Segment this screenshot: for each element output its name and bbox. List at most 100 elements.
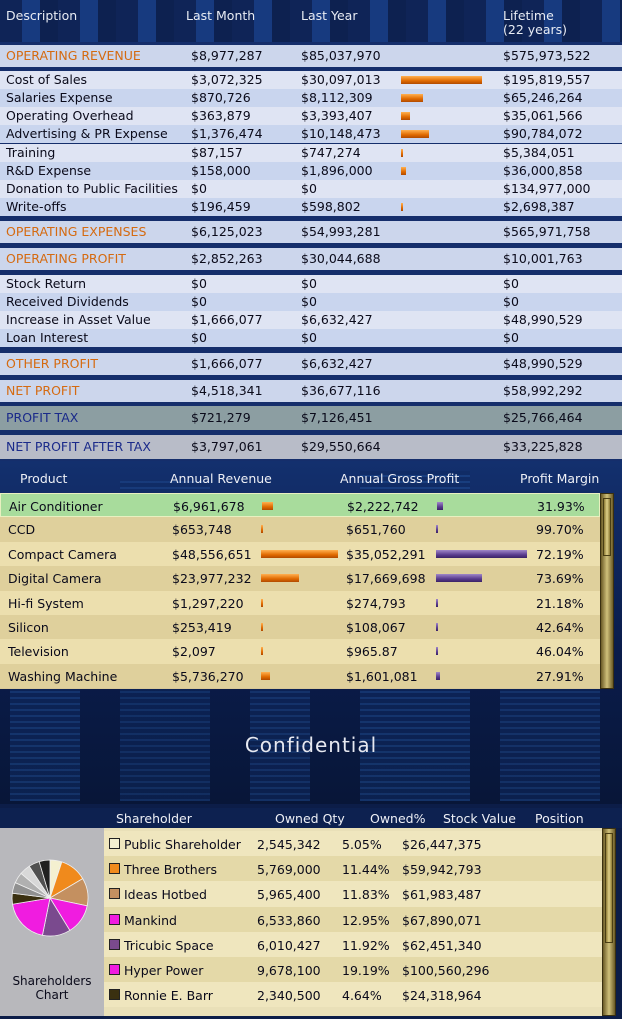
product-row[interactable]: Hi-fi System $1,297,220 $274,793 21.18% — [0, 590, 600, 615]
product-row[interactable]: Air Conditioner $6,961,678 $2,222,742 31.93… — [0, 493, 600, 518]
row-last-year: $6,632,427 — [301, 312, 373, 327]
row-last-year: $30,097,013 — [301, 72, 381, 87]
expense-bar — [401, 203, 403, 211]
financial-row: Operating Overhead $363,879 $3,393,407 $35,… — [0, 107, 622, 125]
shareholder-row[interactable]: Ideas Hotbed 5,965,400 11.83% $61,983,487 — [104, 881, 602, 907]
row-label: Donation to Public Facilities — [6, 181, 178, 196]
product-margin: 27.91% — [536, 668, 584, 684]
product-row[interactable]: Silicon $253,419 $108,067 42.64% — [0, 615, 600, 640]
shareholder-row[interactable]: Hyper Power 9,678,100 19.19% $100,560,296 — [104, 957, 602, 983]
product-gross-profit: $651,760 — [346, 522, 406, 538]
confidential-label: Confidential — [244, 733, 378, 757]
shareholder-stock-value: $59,942,793 — [402, 862, 482, 878]
product-row[interactable]: Washing Machine $5,736,270 $1,601,081 27.91… — [0, 663, 600, 689]
shareholder-row[interactable]: Mankind 6,533,860 12.95% $67,890,071 — [104, 906, 602, 932]
row-last-month: $870,726 — [191, 90, 251, 105]
row-label: OPERATING EXPENSES — [6, 224, 147, 239]
product-scrollbar-thumb[interactable] — [603, 498, 611, 556]
row-last-year: $29,550,664 — [301, 439, 381, 454]
shareholder-color-swatch — [109, 989, 120, 1001]
shareholder-scrollbar-thumb[interactable] — [605, 833, 613, 943]
expense-bar — [401, 167, 406, 175]
row-label: Write-offs — [6, 199, 67, 214]
product-row[interactable]: CCD $653,748 $651,760 99.70% — [0, 517, 600, 542]
product-gross-profit: $274,793 — [346, 595, 406, 611]
row-last-year: $7,126,451 — [301, 410, 373, 425]
row-label: Training — [6, 145, 56, 160]
shareholder-pct: 4.64% — [342, 988, 382, 1004]
product-scrollbar[interactable] — [600, 493, 614, 689]
shareholders-chart-panel[interactable]: Shareholders Chart — [0, 828, 104, 1016]
col-shareholder-header: Shareholder — [116, 811, 192, 826]
row-last-month: $1,376,474 — [191, 126, 263, 141]
product-name: Digital Camera — [8, 571, 102, 587]
shareholder-qty: 5,769,000 — [257, 862, 321, 878]
shareholder-stock-value: $24,318,964 — [402, 988, 482, 1004]
financial-row: PROFIT TAX $721,279 $7,126,451 $25,766,464 — [0, 406, 622, 430]
product-revenue: $23,977,232 — [172, 571, 252, 587]
col-stock-value-header: Stock Value — [443, 811, 516, 826]
financial-row: Training $87,157 $747,274 $5,384,051 — [0, 144, 622, 162]
shareholder-name: Tricubic Space — [124, 937, 214, 953]
shareholders-chart-label: Shareholders Chart — [12, 974, 92, 1002]
row-last-month: $87,157 — [191, 145, 243, 160]
shareholder-color-swatch — [109, 964, 120, 975]
row-lifetime: $65,246,264 — [503, 90, 583, 105]
product-row[interactable]: Digital Camera $23,977,232 $17,669,698 73.6… — [0, 566, 600, 591]
row-label: Received Dividends — [6, 294, 129, 309]
revenue-bar — [261, 598, 263, 607]
product-row[interactable]: Television $2,097 $965.87 46.04% — [0, 639, 600, 664]
product-margin: 73.69% — [536, 571, 584, 587]
row-last-month: $196,459 — [191, 199, 251, 214]
row-last-month: $8,977,287 — [191, 48, 263, 63]
financial-row: NET PROFIT $4,518,341 $36,677,116 $58,992,2… — [0, 380, 622, 402]
product-name: Silicon — [8, 620, 49, 635]
financial-row: Increase in Asset Value $1,666,077 $6,632,… — [0, 311, 622, 329]
gross-profit-bar — [436, 598, 438, 607]
gross-profit-bar — [436, 549, 527, 558]
financial-row: Received Dividends $0 $0 $0 — [0, 293, 622, 311]
col-owned-pct-header: Owned% — [370, 811, 426, 826]
shareholder-color-swatch — [109, 913, 120, 925]
financial-report-panel: Description Last Month Last Year Lifetim… — [0, 0, 622, 461]
shareholder-name: Ideas Hotbed — [124, 887, 207, 903]
product-gross-profit: $35,052,291 — [346, 546, 426, 562]
row-last-month: $0 — [191, 276, 207, 291]
shareholder-row[interactable]: Public Shareholder 2,545,342 5.05% $26,447,… — [104, 831, 602, 857]
row-last-month: $6,125,023 — [191, 224, 263, 239]
financial-row: R&D Expense $158,000 $1,896,000 $36,000,858 — [0, 162, 622, 180]
financial-row: OPERATING PROFIT $2,852,263 $30,044,688 $10… — [0, 248, 622, 270]
shareholder-row[interactable]: Ronnie E. Barr 2,340,500 4.64% $24,318,964 — [104, 982, 602, 1008]
row-last-year: $0 — [301, 330, 317, 345]
row-last-month: $1,666,077 — [191, 356, 263, 371]
product-name: Air Conditioner — [9, 499, 103, 514]
financial-row: OPERATING REVENUE $8,977,287 $85,037,970 $5… — [0, 45, 622, 67]
row-last-year: $6,632,427 — [301, 356, 373, 371]
shareholder-name: Public Shareholder — [124, 837, 241, 852]
row-lifetime: $48,990,529 — [503, 356, 583, 371]
shareholder-stock-value: $61,983,487 — [402, 887, 482, 903]
shareholder-pct: 11.44% — [342, 862, 390, 878]
revenue-bar — [261, 549, 338, 558]
shareholder-row[interactable]: Tricubic Space 6,010,427 11.92% $62,451,340 — [104, 931, 602, 957]
product-table: Air Conditioner $6,961,678 $2,222,742 31.93… — [0, 493, 600, 689]
product-revenue: $1,297,220 — [172, 595, 244, 611]
product-row[interactable]: Compact Camera $48,556,651 $35,052,291 72.1… — [0, 541, 600, 567]
row-last-year: $10,148,473 — [301, 126, 381, 141]
row-last-year: $8,112,309 — [301, 90, 373, 105]
shareholder-pct: 11.83% — [342, 887, 390, 903]
row-last-year: $36,677,116 — [301, 383, 381, 398]
row-lifetime: $0 — [503, 294, 519, 309]
shareholder-row[interactable]: Three Brothers 5,769,000 11.44% $59,942,793 — [104, 856, 602, 882]
row-label: Advertising & PR Expense — [6, 126, 168, 141]
expense-bar — [401, 112, 410, 120]
row-last-month: $158,000 — [191, 163, 251, 178]
revenue-bar — [262, 502, 273, 510]
shareholder-scrollbar[interactable] — [602, 828, 616, 1016]
product-gross-profit: $1,601,081 — [346, 668, 418, 684]
row-lifetime: $5,384,051 — [503, 145, 575, 160]
revenue-bar — [261, 574, 299, 583]
row-label: R&D Expense — [6, 163, 92, 178]
row-label: NET PROFIT AFTER TAX — [6, 439, 151, 454]
shareholder-qty: 6,533,860 — [257, 912, 321, 928]
